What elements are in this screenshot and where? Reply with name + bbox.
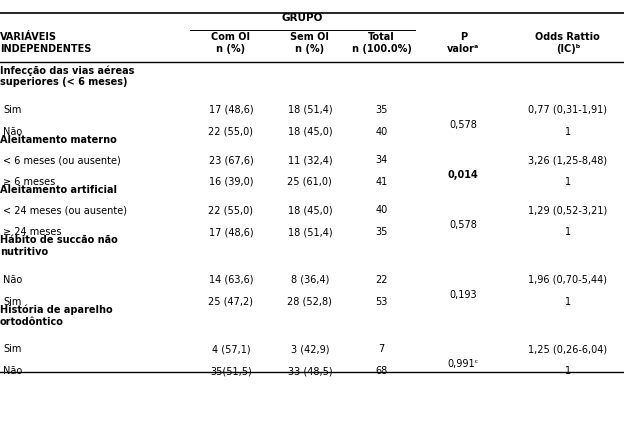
Text: Não: Não xyxy=(3,275,22,285)
Text: 16 (39,0): 16 (39,0) xyxy=(208,177,253,187)
Text: ≥ 24 meses: ≥ 24 meses xyxy=(3,227,62,237)
Text: Infecção das vias aéreas
superiores (< 6 meses): Infecção das vias aéreas superiores (< 6… xyxy=(0,65,134,87)
Text: VARIÁVEIS
INDEPENDENTES: VARIÁVEIS INDEPENDENTES xyxy=(0,32,91,54)
Text: 35(51,5): 35(51,5) xyxy=(210,366,251,376)
Text: 1,25 (0,26-6,04): 1,25 (0,26-6,04) xyxy=(529,344,607,354)
Text: 28 (52,8): 28 (52,8) xyxy=(288,297,332,306)
Text: 33 (48,5): 33 (48,5) xyxy=(288,366,332,376)
Text: 1: 1 xyxy=(565,127,571,137)
Text: 1: 1 xyxy=(565,366,571,376)
Text: Sim: Sim xyxy=(3,344,21,354)
Text: 0,193: 0,193 xyxy=(449,290,477,300)
Text: 18 (51,4): 18 (51,4) xyxy=(288,227,332,237)
Text: 25 (61,0): 25 (61,0) xyxy=(288,177,332,187)
Text: 40: 40 xyxy=(376,127,388,137)
Text: 53: 53 xyxy=(376,297,388,306)
Text: História de aparelho
ortodôntico: História de aparelho ortodôntico xyxy=(0,305,112,327)
Text: 8 (36,4): 8 (36,4) xyxy=(291,275,329,285)
Text: Sem OI
n (%): Sem OI n (%) xyxy=(290,32,329,54)
Text: 22: 22 xyxy=(375,275,388,285)
Text: 41: 41 xyxy=(376,177,388,187)
Text: P
valorᵃ: P valorᵃ xyxy=(447,32,479,54)
Text: Hábito de succão não
nutritivo: Hábito de succão não nutritivo xyxy=(0,235,118,257)
Text: 1: 1 xyxy=(565,177,571,187)
Text: 17 (48,6): 17 (48,6) xyxy=(208,105,253,115)
Text: 22 (55,0): 22 (55,0) xyxy=(208,127,253,137)
Text: 14 (63,6): 14 (63,6) xyxy=(208,275,253,285)
Text: 1: 1 xyxy=(565,227,571,237)
Text: 35: 35 xyxy=(376,105,388,115)
Text: 7: 7 xyxy=(378,344,385,354)
Text: 23 (67,6): 23 (67,6) xyxy=(208,155,253,165)
Text: 35: 35 xyxy=(376,227,388,237)
Text: 1,96 (0,70-5,44): 1,96 (0,70-5,44) xyxy=(529,275,607,285)
Text: 0,77 (0,31-1,91): 0,77 (0,31-1,91) xyxy=(529,105,607,115)
Text: 1,29 (0,52-3,21): 1,29 (0,52-3,21) xyxy=(528,205,608,215)
Text: 25 (47,2): 25 (47,2) xyxy=(208,297,253,306)
Text: 22 (55,0): 22 (55,0) xyxy=(208,205,253,215)
Text: 0,991ᶜ: 0,991ᶜ xyxy=(447,360,479,370)
Text: 34: 34 xyxy=(376,155,388,165)
Text: 11 (32,4): 11 (32,4) xyxy=(288,155,332,165)
Text: 3 (42,9): 3 (42,9) xyxy=(291,344,329,354)
Text: < 6 meses (ou ausente): < 6 meses (ou ausente) xyxy=(3,155,121,165)
Text: 18 (51,4): 18 (51,4) xyxy=(288,105,332,115)
Text: < 24 meses (ou ausente): < 24 meses (ou ausente) xyxy=(3,205,127,215)
Text: Não: Não xyxy=(3,127,22,137)
Text: 4 (57,1): 4 (57,1) xyxy=(212,344,250,354)
Text: 17 (48,6): 17 (48,6) xyxy=(208,227,253,237)
Text: Sim: Sim xyxy=(3,105,21,115)
Text: 18 (45,0): 18 (45,0) xyxy=(288,205,332,215)
Text: Total
n (100.0%): Total n (100.0%) xyxy=(352,32,411,54)
Text: Odds Rattio
(IC)ᵇ: Odds Rattio (IC)ᵇ xyxy=(535,32,600,54)
Text: 1: 1 xyxy=(565,297,571,306)
Text: 3,26 (1,25-8,48): 3,26 (1,25-8,48) xyxy=(529,155,607,165)
Text: Com OI
n (%): Com OI n (%) xyxy=(212,32,250,54)
Text: Aleitamento artificial: Aleitamento artificial xyxy=(0,185,117,195)
Text: Aleitamento materno: Aleitamento materno xyxy=(0,135,117,145)
Text: 18 (45,0): 18 (45,0) xyxy=(288,127,332,137)
Text: 68: 68 xyxy=(376,366,388,376)
Text: 0,578: 0,578 xyxy=(449,120,477,130)
Text: 40: 40 xyxy=(376,205,388,215)
Text: 0,014: 0,014 xyxy=(448,170,479,180)
Text: 0,578: 0,578 xyxy=(449,220,477,230)
Text: ≥ 6 meses: ≥ 6 meses xyxy=(3,177,56,187)
Text: Sim: Sim xyxy=(3,297,21,306)
Text: Não: Não xyxy=(3,366,22,376)
Text: GRUPO: GRUPO xyxy=(282,13,323,23)
